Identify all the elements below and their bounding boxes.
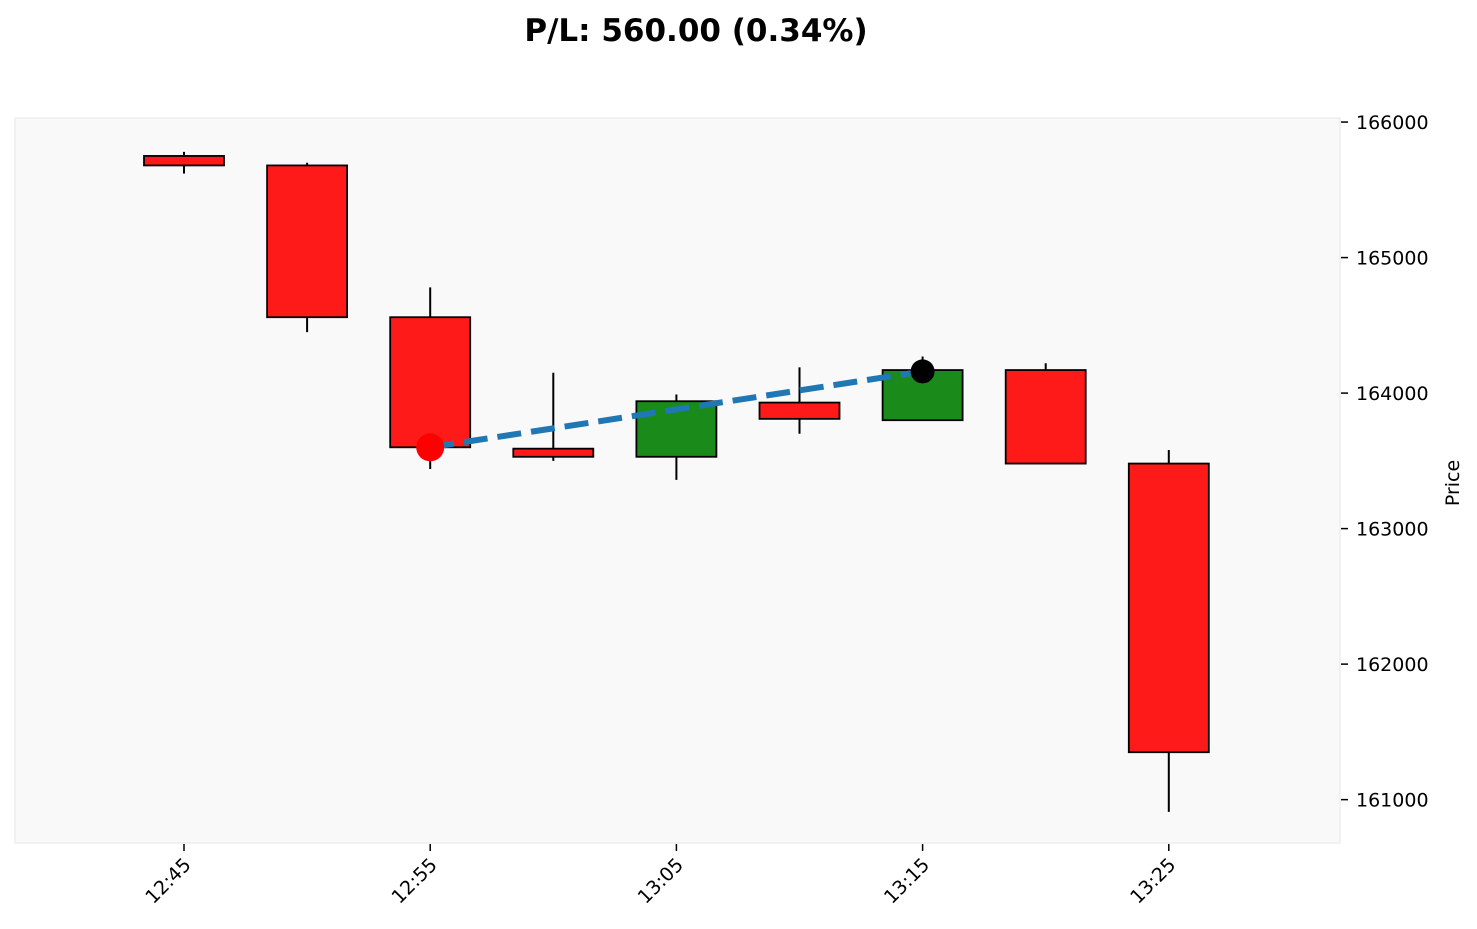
y-tick-label: 166000 [1356, 112, 1429, 134]
y-tick-label: 162000 [1356, 654, 1429, 676]
candle [1127, 450, 1210, 812]
candle-body [758, 401, 841, 420]
candles-layer [143, 151, 1210, 812]
x-tick-label: 13:25 [1126, 854, 1180, 908]
candle [143, 151, 225, 174]
y-tick-label: 165000 [1356, 248, 1429, 270]
candle [758, 367, 841, 434]
chart-title: P/L: 560.00 (0.34%) [524, 13, 867, 49]
candle-body [881, 369, 964, 422]
y-tick-label: 163000 [1356, 519, 1429, 541]
y-axis: 161000 162000 163000 164000 165000 166000 [1341, 112, 1429, 812]
candle-body [1127, 462, 1210, 754]
candle-body [512, 447, 595, 458]
x-tick-label: 13:05 [634, 854, 688, 908]
x-tick-label: 12:55 [387, 854, 441, 908]
markers-layer [416, 359, 935, 462]
candle [881, 356, 964, 422]
y-tick-label: 164000 [1356, 383, 1429, 405]
exit-marker [910, 359, 935, 384]
x-tick-label: 13:15 [880, 854, 934, 908]
x-tick-label: 12:45 [141, 854, 195, 908]
candle [266, 162, 349, 333]
plot-area [14, 117, 1341, 844]
y-tick-label: 161000 [1356, 790, 1429, 812]
candle-body [389, 316, 472, 449]
y-axis-label: Price [1442, 460, 1464, 506]
candle [512, 372, 595, 461]
entry-marker [416, 433, 445, 462]
candle-body [266, 164, 349, 319]
candle-body [143, 155, 225, 167]
trade-line [429, 368, 924, 451]
x-axis: 12:45 12:55 13:05 13:15 13:25 [141, 844, 1180, 908]
candle [1004, 363, 1087, 465]
candle-body [1004, 369, 1087, 465]
